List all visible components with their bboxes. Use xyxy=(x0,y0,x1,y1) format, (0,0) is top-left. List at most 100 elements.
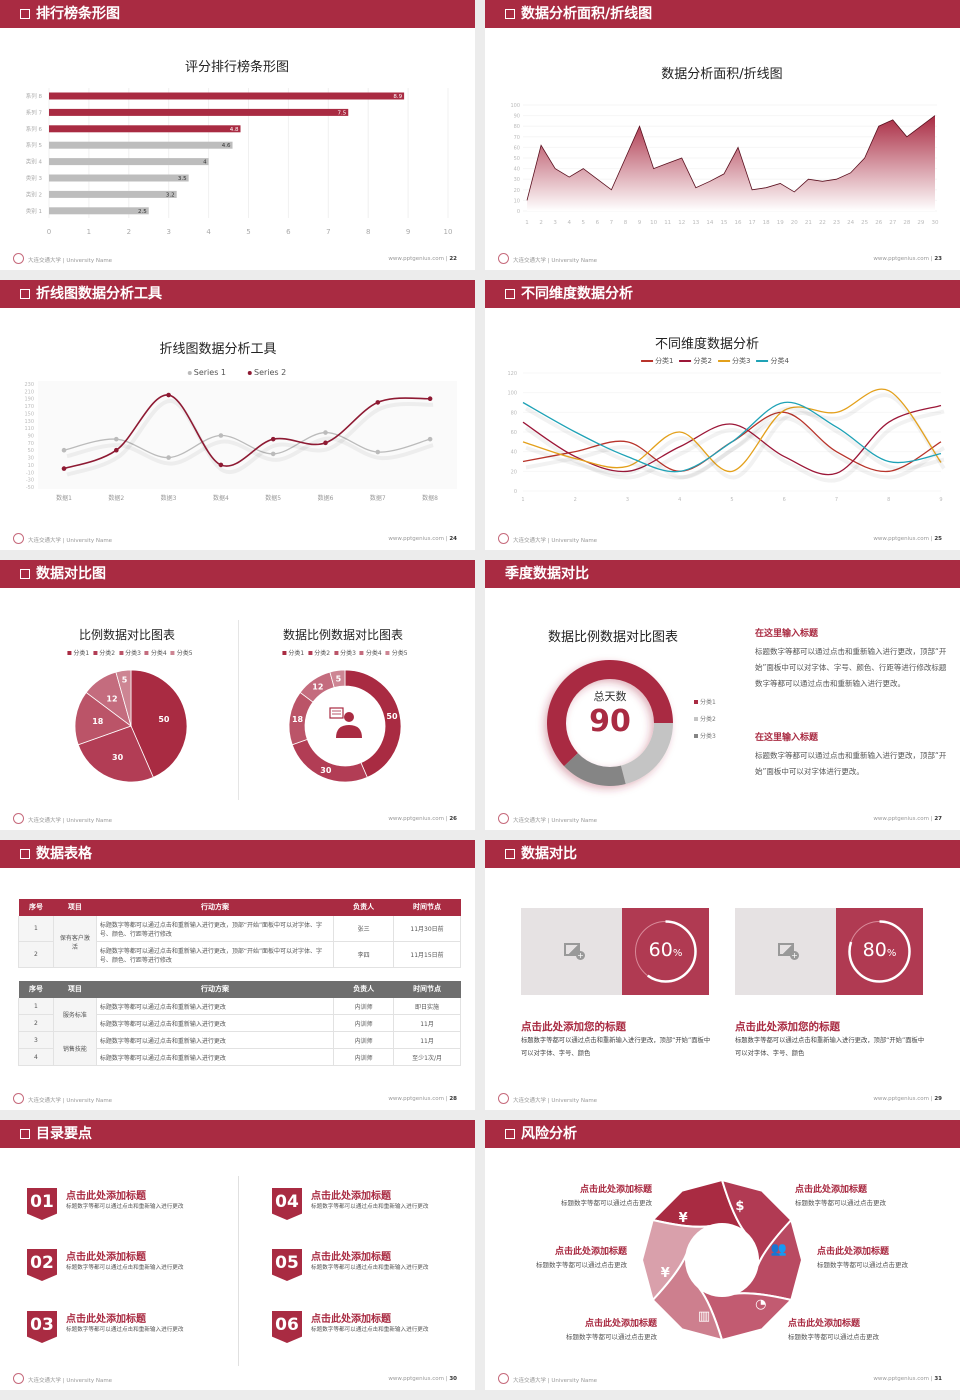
table-row: 3 销售技能 标题数字等都可以通过点击和重新输入进行更改 内训师 11月 xyxy=(18,1031,461,1066)
risk-title[interactable]: 点击此处添加标题 xyxy=(817,1247,890,1257)
chart-title: 折线图数据分析工具 xyxy=(159,342,277,357)
pie-slice xyxy=(291,738,368,783)
block-text: 标题数字等都可以通过点击和重新输入进行更改，顶部“开始”面板中可以对字体、字号、… xyxy=(755,647,947,688)
x-tick-label: 14 xyxy=(706,220,713,226)
y-tick-label: 210 xyxy=(24,389,34,395)
data-point xyxy=(61,447,67,453)
slide-header: 排行榜条形图 xyxy=(0,0,475,28)
x-tick-label: 18 xyxy=(763,220,770,226)
x-tick-label: 数据2 xyxy=(108,494,124,502)
card-title[interactable]: 点击此处添加您的标题 xyxy=(735,1021,840,1033)
risk-text: 标题数字等都可以通过点击更改 xyxy=(788,1333,879,1341)
footer-site: www.pptgenius.com | 27 xyxy=(873,816,942,822)
legend-label: 分类4 xyxy=(150,650,167,657)
item-title[interactable]: 点击此处添加标题 xyxy=(66,1314,146,1325)
bar-chart: 0 1 2 3 4 5 6 7 8 9 10 系列 8 8.9 系列 7 7.5 系列 6 4.8 系列 5 4.6… xyxy=(26,88,452,236)
risk-title[interactable]: 点击此处添加标题 xyxy=(788,1319,861,1329)
footer-url: www.pptgenius.com xyxy=(873,256,929,262)
chart-title: 评分排行榜条形图 xyxy=(184,60,290,75)
footer-school: 大连交通大学 | University Name xyxy=(513,1098,598,1104)
cell-time: 即日实施 xyxy=(393,997,461,1015)
item-title[interactable]: 点击此处添加标题 xyxy=(66,1252,146,1263)
x-tick-label: 26 xyxy=(875,220,882,226)
legend-label: 分类1 xyxy=(655,357,674,365)
progress-ring xyxy=(848,920,911,983)
legend-marker xyxy=(67,650,72,655)
series-shadow xyxy=(66,436,434,466)
legend-label: 分类4 xyxy=(770,357,789,365)
ring-progress xyxy=(634,920,697,983)
area-line xyxy=(526,115,936,201)
percent-card: 80% xyxy=(836,908,923,995)
y-tick-label: 150 xyxy=(24,411,34,417)
legend-item: 分类1 xyxy=(641,356,674,366)
chart-title: 不同维度数据分析 xyxy=(654,337,760,352)
legend-marker xyxy=(694,699,698,704)
legend-marker xyxy=(679,360,692,362)
legend-item: 分类4 xyxy=(359,648,382,657)
image-placeholder[interactable]: + xyxy=(735,908,836,995)
footer-url: www.pptgenius.com xyxy=(388,816,444,822)
donut-segment xyxy=(564,753,626,786)
donut-center-value: 90 xyxy=(589,704,631,739)
risk-title[interactable]: 点击此处添加标题 xyxy=(795,1185,868,1195)
legend-marker xyxy=(359,650,364,655)
legend-item: 分类2 xyxy=(308,648,330,657)
x-tick-label: 5 xyxy=(246,228,250,236)
pie-slice xyxy=(329,669,346,688)
slide-header-title: 数据对比图 xyxy=(36,566,106,582)
cell-time: 11月15日前 xyxy=(393,941,461,968)
pie-charts: 50 30 18 12 5 50 30 18 12 5 xyxy=(74,669,402,783)
chart-title: 数据比例数据对比图表 xyxy=(547,630,679,645)
x-tick-label: 19 xyxy=(777,220,784,226)
data-point xyxy=(218,462,224,468)
series-line xyxy=(63,431,431,459)
slide-8: 数据对比 大连交通大学 | University Name www.pptgeniu… xyxy=(485,840,960,1110)
y-tick-label: 90 xyxy=(28,434,34,440)
slide-header: 风险分析 xyxy=(485,1120,960,1148)
item-title[interactable]: 点击此处添加标题 xyxy=(311,1191,391,1202)
cell-no: 2 xyxy=(18,1014,54,1032)
cell-plan: 标题数字等都可以通过点击和重新输入进行更改 xyxy=(95,1048,335,1066)
slice-label: 18 xyxy=(92,717,104,726)
item-title[interactable]: 点击此处添加标题 xyxy=(66,1191,146,1202)
page-number: 26 xyxy=(449,816,457,822)
slide-3: 折线图数据分析工具 大连交通大学 | University Name www.ppt… xyxy=(0,280,475,550)
cell-no: 4 xyxy=(18,1048,54,1066)
legend-marker xyxy=(694,733,698,738)
x-tick-label: 8 xyxy=(887,497,890,503)
legend-label: 分类1 xyxy=(700,699,716,706)
slide-header: 数据对比图 xyxy=(0,560,475,588)
x-tick-label: 数据4 xyxy=(213,494,229,502)
risk-title[interactable]: 点击此处添加标题 xyxy=(554,1247,627,1257)
y-tick-label: 90 xyxy=(514,114,520,120)
risk-title[interactable]: 点击此处添加标题 xyxy=(584,1319,657,1329)
image-placeholder[interactable]: + xyxy=(521,908,622,995)
cell-time: 11月30日前 xyxy=(393,915,461,942)
percent-card: 60% xyxy=(622,908,709,995)
y-tick-label: 0 xyxy=(517,209,520,215)
university-logo-icon xyxy=(498,1093,509,1104)
column-header: 行动方案 xyxy=(96,898,334,916)
footer-divider: | xyxy=(928,256,935,262)
chart-legend: 分类1 分类2 分类3 分类4 分类5 xyxy=(67,648,193,657)
x-tick-label: 23 xyxy=(833,220,840,226)
card-title[interactable]: 点击此处添加您的标题 xyxy=(521,1021,626,1033)
data-point xyxy=(375,400,381,405)
y-tick-label: 70 xyxy=(28,441,34,447)
slide-4: 不同维度数据分析 大连交通大学 | University Name www.pptg… xyxy=(485,280,960,550)
slice-label: 30 xyxy=(112,753,124,762)
checkbox-square-icon xyxy=(505,289,515,299)
data-table: 序号 项目 行动方案 负责人 时间节点 1 服务标准 标题数字等都可以通过点击和重新输入进行更… xyxy=(18,980,461,1066)
item-title[interactable]: 点击此处添加标题 xyxy=(311,1252,391,1263)
item-subtitle: 标题数字等都可以通过点击和重新输入进行更改 xyxy=(311,1204,429,1210)
series-line xyxy=(522,404,942,476)
add-icon: + xyxy=(790,951,799,960)
risk-title[interactable]: 点击此处添加标题 xyxy=(579,1185,652,1195)
slide-header-title: 数据对比 xyxy=(521,846,577,862)
slide-7: 数据表格 大连交通大学 | University Name www.pptgeniu… xyxy=(0,840,475,1110)
x-tick-label: 1 xyxy=(87,228,91,236)
item-title[interactable]: 点击此处添加标题 xyxy=(311,1314,391,1325)
series-shadow xyxy=(66,399,434,477)
